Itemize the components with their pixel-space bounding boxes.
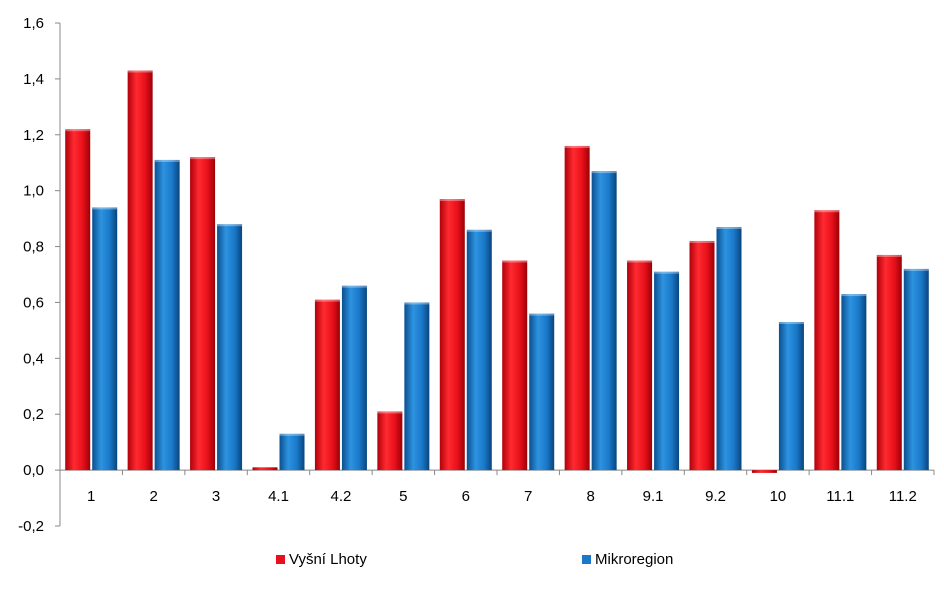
x-tick-label: 5: [399, 488, 407, 505]
bar-highlight: [564, 145, 590, 148]
bar-mikroregion-4.2: [341, 285, 367, 471]
bar-mikroregion-7: [529, 313, 555, 471]
bar-highlight: [314, 299, 340, 302]
x-tick-label: 6: [462, 488, 470, 505]
bar-highlight: [92, 207, 118, 210]
bar-highlight: [627, 260, 653, 263]
bar-vysni-lhoty-9.1: [627, 260, 653, 471]
labels-group: -0,2 0,0 0,2 0,4 0,6 0,8 1,0 1,2 1,4 1,6 1 2 3 4.1 4.2…: [18, 15, 917, 535]
bar-highlight: [814, 210, 840, 213]
bar-mikroregion-10: [778, 322, 804, 471]
bar-mikroregion-1: [92, 207, 118, 471]
bar-mikroregion-3: [217, 224, 243, 471]
bar-highlight: [190, 157, 216, 160]
y-tick-label: 0,0: [23, 462, 44, 479]
x-tick-label: 9.2: [705, 488, 726, 505]
bar-highlight: [716, 226, 742, 229]
bar-vysni-lhoty-11.2: [876, 254, 902, 471]
x-tick-label: 4.2: [330, 488, 351, 505]
y-tick-label: 0,6: [23, 294, 44, 311]
x-tick-label: 7: [524, 488, 532, 505]
bar-highlight: [154, 159, 180, 162]
x-tick-label: 10: [770, 488, 787, 505]
bar-highlight: [841, 294, 867, 297]
bar-vysni-lhoty-4.1: [252, 467, 278, 471]
bars-group: [65, 70, 929, 473]
bar-mikroregion-2: [154, 159, 180, 471]
legend-label-mikroregion: Mikroregion: [595, 551, 674, 568]
y-tick-label: 0,8: [23, 239, 44, 256]
legend-item-mikroregion: Mikroregion: [582, 551, 673, 568]
bar-mikroregion-8: [591, 171, 617, 471]
bar-vysni-lhoty-10: [751, 470, 777, 473]
x-tick-label: 9.1: [643, 488, 664, 505]
bar-vysni-lhoty-2: [127, 70, 153, 471]
y-tick-label: 0,4: [23, 350, 44, 367]
bar-vysni-lhoty-1: [65, 129, 91, 471]
bar-highlight: [65, 129, 91, 132]
bar-vysni-lhoty-6: [439, 199, 465, 471]
legend-label-vysni-lhoty: Vyšní Lhoty: [289, 551, 367, 568]
bar-mikroregion-4.1: [279, 433, 305, 471]
legend-swatch-red: [276, 555, 285, 564]
bar-mikroregion-6: [466, 229, 492, 471]
bar-vysni-lhoty-3: [190, 157, 216, 471]
bar-highlight: [591, 171, 617, 174]
legend-swatch-blue: [582, 555, 591, 564]
bar-vysni-lhoty-4.2: [314, 299, 340, 471]
bar-highlight: [127, 70, 153, 73]
bar-highlight: [217, 224, 243, 227]
x-tick-label: 11.1: [826, 488, 854, 505]
bar-highlight: [876, 254, 902, 257]
bar-highlight: [279, 433, 305, 436]
x-tick-label: 1: [87, 488, 95, 505]
bar-highlight: [502, 260, 528, 263]
x-tick-label: 3: [212, 488, 220, 505]
bar-mikroregion-5: [404, 302, 430, 471]
bar-highlight: [341, 285, 367, 288]
x-tick-label: 11.2: [889, 488, 917, 505]
y-tick-label: 0,2: [23, 406, 44, 423]
legend-item-vysni-lhoty: Vyšní Lhoty: [276, 551, 367, 568]
bar-mikroregion-9.2: [716, 226, 742, 471]
y-tick-label: -0,2: [18, 518, 44, 535]
bar-highlight: [377, 411, 403, 414]
x-tick-label: 2: [149, 488, 157, 505]
bar-vysni-lhoty-9.2: [689, 240, 715, 471]
y-tick-label: 1,6: [23, 15, 44, 32]
bar-vysni-lhoty-5: [377, 411, 403, 471]
bar-vysni-lhoty-11.1: [814, 210, 840, 471]
bar-highlight: [654, 271, 680, 274]
y-tick-label: 1,4: [23, 71, 44, 88]
bar-vysni-lhoty-7: [502, 260, 528, 471]
bar-highlight: [404, 302, 430, 305]
legend: Vyšní Lhoty Mikroregion: [0, 551, 944, 575]
bar-mikroregion-11.2: [903, 268, 929, 471]
x-tick-label: 8: [586, 488, 594, 505]
bar-highlight: [439, 199, 465, 202]
y-tick-label: 1,0: [23, 183, 44, 200]
bar-mikroregion-9.1: [654, 271, 680, 471]
x-tick-label: 4.1: [268, 488, 289, 505]
bar-mikroregion-11.1: [841, 294, 867, 471]
bar-highlight: [689, 240, 715, 243]
bar-highlight: [903, 268, 929, 271]
bar-highlight: [466, 229, 492, 232]
y-tick-label: 1,2: [23, 127, 44, 144]
bar-vysni-lhoty-8: [564, 145, 590, 471]
bar-highlight: [778, 322, 804, 325]
bar-highlight: [529, 313, 555, 316]
